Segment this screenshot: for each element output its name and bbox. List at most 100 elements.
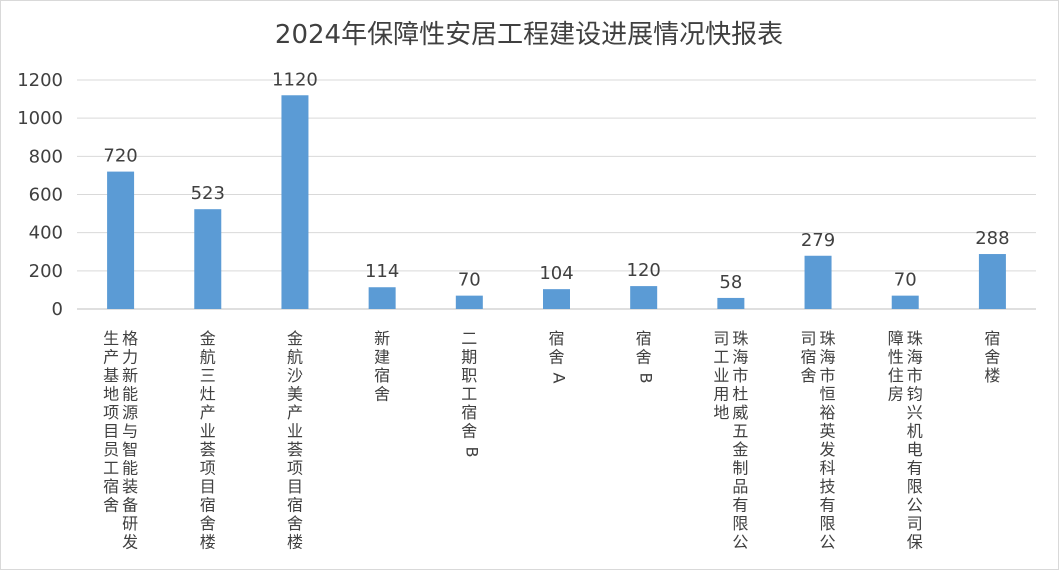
data-label: 288: [975, 228, 1009, 249]
svg-text:宿: 宿: [461, 403, 477, 422]
svg-text:舍: 舍: [636, 348, 652, 367]
data-label: 1120: [272, 69, 318, 90]
svg-text:舍: 舍: [984, 348, 1000, 367]
svg-text:B: B: [462, 447, 481, 458]
svg-text:与: 与: [122, 422, 138, 441]
svg-text:恒: 恒: [820, 385, 836, 404]
svg-text:基: 基: [103, 366, 119, 385]
svg-text:英: 英: [820, 422, 836, 441]
svg-text:五: 五: [732, 422, 748, 441]
svg-text:限: 限: [732, 514, 748, 533]
svg-text:地: 地: [103, 385, 119, 404]
svg-text:项: 项: [287, 459, 303, 478]
svg-text:力: 力: [122, 348, 138, 367]
svg-text:生: 生: [103, 329, 119, 348]
svg-text:钧: 钧: [907, 385, 923, 404]
svg-text:海: 海: [907, 348, 923, 367]
svg-text:产: 产: [103, 348, 119, 367]
data-label: 720: [103, 146, 137, 167]
svg-text:海: 海: [820, 348, 836, 367]
svg-text:业: 业: [713, 366, 729, 385]
svg-text:珠: 珠: [732, 329, 748, 348]
bar: [804, 255, 832, 309]
svg-text:宿: 宿: [636, 329, 652, 348]
svg-text:地: 地: [713, 403, 729, 422]
svg-text:舍: 舍: [103, 496, 119, 515]
svg-text:舍: 舍: [548, 348, 564, 367]
svg-text:公: 公: [907, 496, 923, 515]
svg-text:源: 源: [122, 403, 138, 422]
data-labels: 720 523 1120 114 70 104 120 58 279 70 288: [103, 69, 1009, 293]
gridlines: [77, 79, 1036, 310]
svg-text:保: 保: [907, 533, 923, 552]
svg-text:限: 限: [820, 514, 836, 533]
bar: [281, 95, 309, 310]
svg-text:目: 目: [200, 477, 216, 496]
y-tick-label: 0: [52, 299, 63, 320]
svg-text:舍: 舍: [200, 514, 216, 533]
y-tick-label: 1000: [17, 108, 63, 129]
svg-text:新: 新: [122, 366, 138, 385]
svg-text:美: 美: [287, 385, 303, 404]
y-tick-label: 200: [29, 261, 63, 282]
svg-text:有: 有: [907, 459, 923, 478]
data-label: 70: [894, 270, 917, 291]
svg-text:建: 建: [374, 348, 390, 367]
svg-text:科: 科: [820, 459, 836, 478]
svg-text:障: 障: [888, 329, 904, 348]
bar: [194, 209, 222, 309]
svg-text:珠: 珠: [907, 329, 923, 348]
svg-text:目: 目: [103, 422, 119, 441]
svg-text:员: 员: [103, 440, 119, 459]
svg-text:宿: 宿: [103, 477, 119, 496]
svg-text:新: 新: [374, 329, 390, 348]
svg-text:品: 品: [732, 477, 748, 496]
bar: [107, 171, 135, 309]
svg-text:金: 金: [200, 329, 216, 348]
svg-text:住: 住: [888, 366, 904, 385]
bar: [455, 295, 483, 309]
svg-text:发: 发: [820, 440, 836, 459]
svg-text:楼: 楼: [984, 366, 1000, 385]
svg-text:公: 公: [820, 533, 836, 552]
svg-text:舍: 舍: [461, 422, 477, 441]
svg-text:有: 有: [732, 496, 748, 515]
svg-text:宿: 宿: [548, 329, 564, 348]
svg-text:金: 金: [287, 329, 303, 348]
svg-text:期: 期: [461, 348, 477, 367]
svg-text:有: 有: [820, 496, 836, 515]
data-label: 58: [719, 272, 742, 293]
svg-text:舍: 舍: [374, 385, 390, 404]
bars: [107, 95, 1006, 310]
svg-text:市: 市: [820, 366, 836, 385]
svg-text:项: 项: [200, 459, 216, 478]
y-axis-ticks: 0 200 400 600 800 1000 1200: [17, 70, 63, 320]
svg-text:裕: 裕: [820, 403, 836, 422]
bar: [543, 289, 570, 309]
svg-text:项: 项: [103, 403, 119, 422]
svg-text:司: 司: [713, 329, 729, 348]
svg-text:业: 业: [200, 422, 216, 441]
svg-text:研: 研: [122, 514, 138, 533]
svg-text:发: 发: [122, 533, 138, 552]
svg-text:能: 能: [122, 459, 138, 478]
svg-text:制: 制: [732, 459, 748, 478]
svg-text:工: 工: [103, 459, 119, 478]
bar: [368, 287, 396, 309]
svg-text:能: 能: [122, 385, 138, 404]
svg-text:荟: 荟: [287, 440, 303, 459]
svg-text:公: 公: [732, 533, 748, 552]
y-tick-label: 1200: [17, 70, 63, 91]
category-label: 宿舍A: [548, 329, 568, 384]
svg-text:舍: 舍: [287, 514, 303, 533]
svg-text:三: 三: [200, 366, 216, 385]
svg-text:房: 房: [888, 385, 904, 404]
svg-text:威: 威: [732, 403, 748, 422]
